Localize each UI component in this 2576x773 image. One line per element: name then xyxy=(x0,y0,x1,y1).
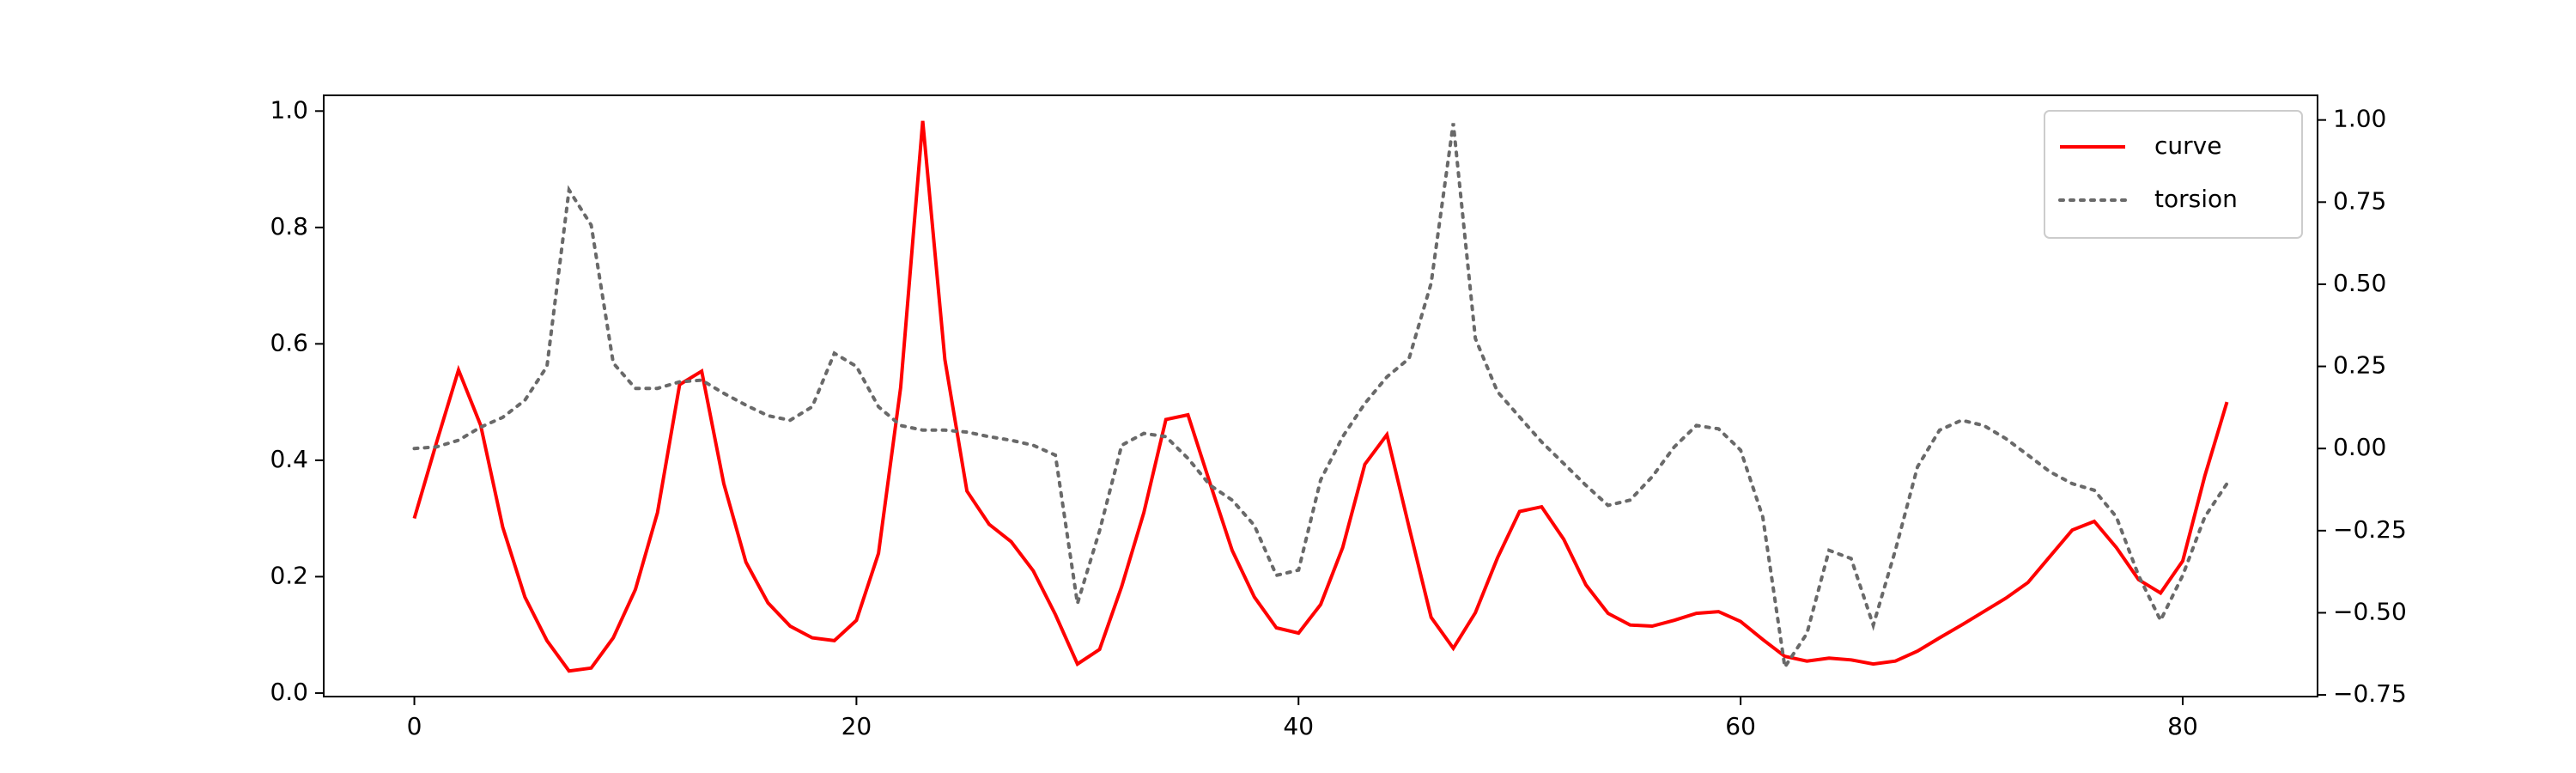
series-line xyxy=(412,120,2229,673)
x-tick-label: 0 xyxy=(407,712,422,740)
y2-tick-label: 0.50 xyxy=(2333,269,2386,297)
y2-tick-label: 1.00 xyxy=(2333,105,2386,133)
y-tick-label: 1.0 xyxy=(270,95,308,124)
y-tick-label: 0.4 xyxy=(270,445,308,473)
legend-label: curve xyxy=(2154,131,2221,160)
y2-tick-label: 0.25 xyxy=(2333,351,2386,380)
y-tick-label: 0.6 xyxy=(270,328,308,356)
y2-tick-label: −0.50 xyxy=(2333,597,2407,625)
series-line xyxy=(412,123,2229,673)
y2-tick-label: 0.75 xyxy=(2333,186,2386,215)
y2-tick-label: −0.25 xyxy=(2333,515,2407,544)
y2-tick-label: 0.00 xyxy=(2333,433,2386,461)
x-tick-label: 60 xyxy=(1725,712,1756,740)
x-tick-label: 20 xyxy=(841,712,872,740)
legend-label: torsion xyxy=(2154,185,2238,213)
legend-box xyxy=(2044,110,2303,239)
x-tick-label: 40 xyxy=(1283,712,1314,740)
y2-tick-label: −0.75 xyxy=(2333,679,2407,708)
y-tick-label: 0.8 xyxy=(270,212,308,240)
x-tick-label: 80 xyxy=(2167,712,2198,740)
y-tick-label: 0.0 xyxy=(270,678,308,706)
plot-frame xyxy=(323,94,2318,697)
y-tick-label: 0.2 xyxy=(270,561,308,589)
